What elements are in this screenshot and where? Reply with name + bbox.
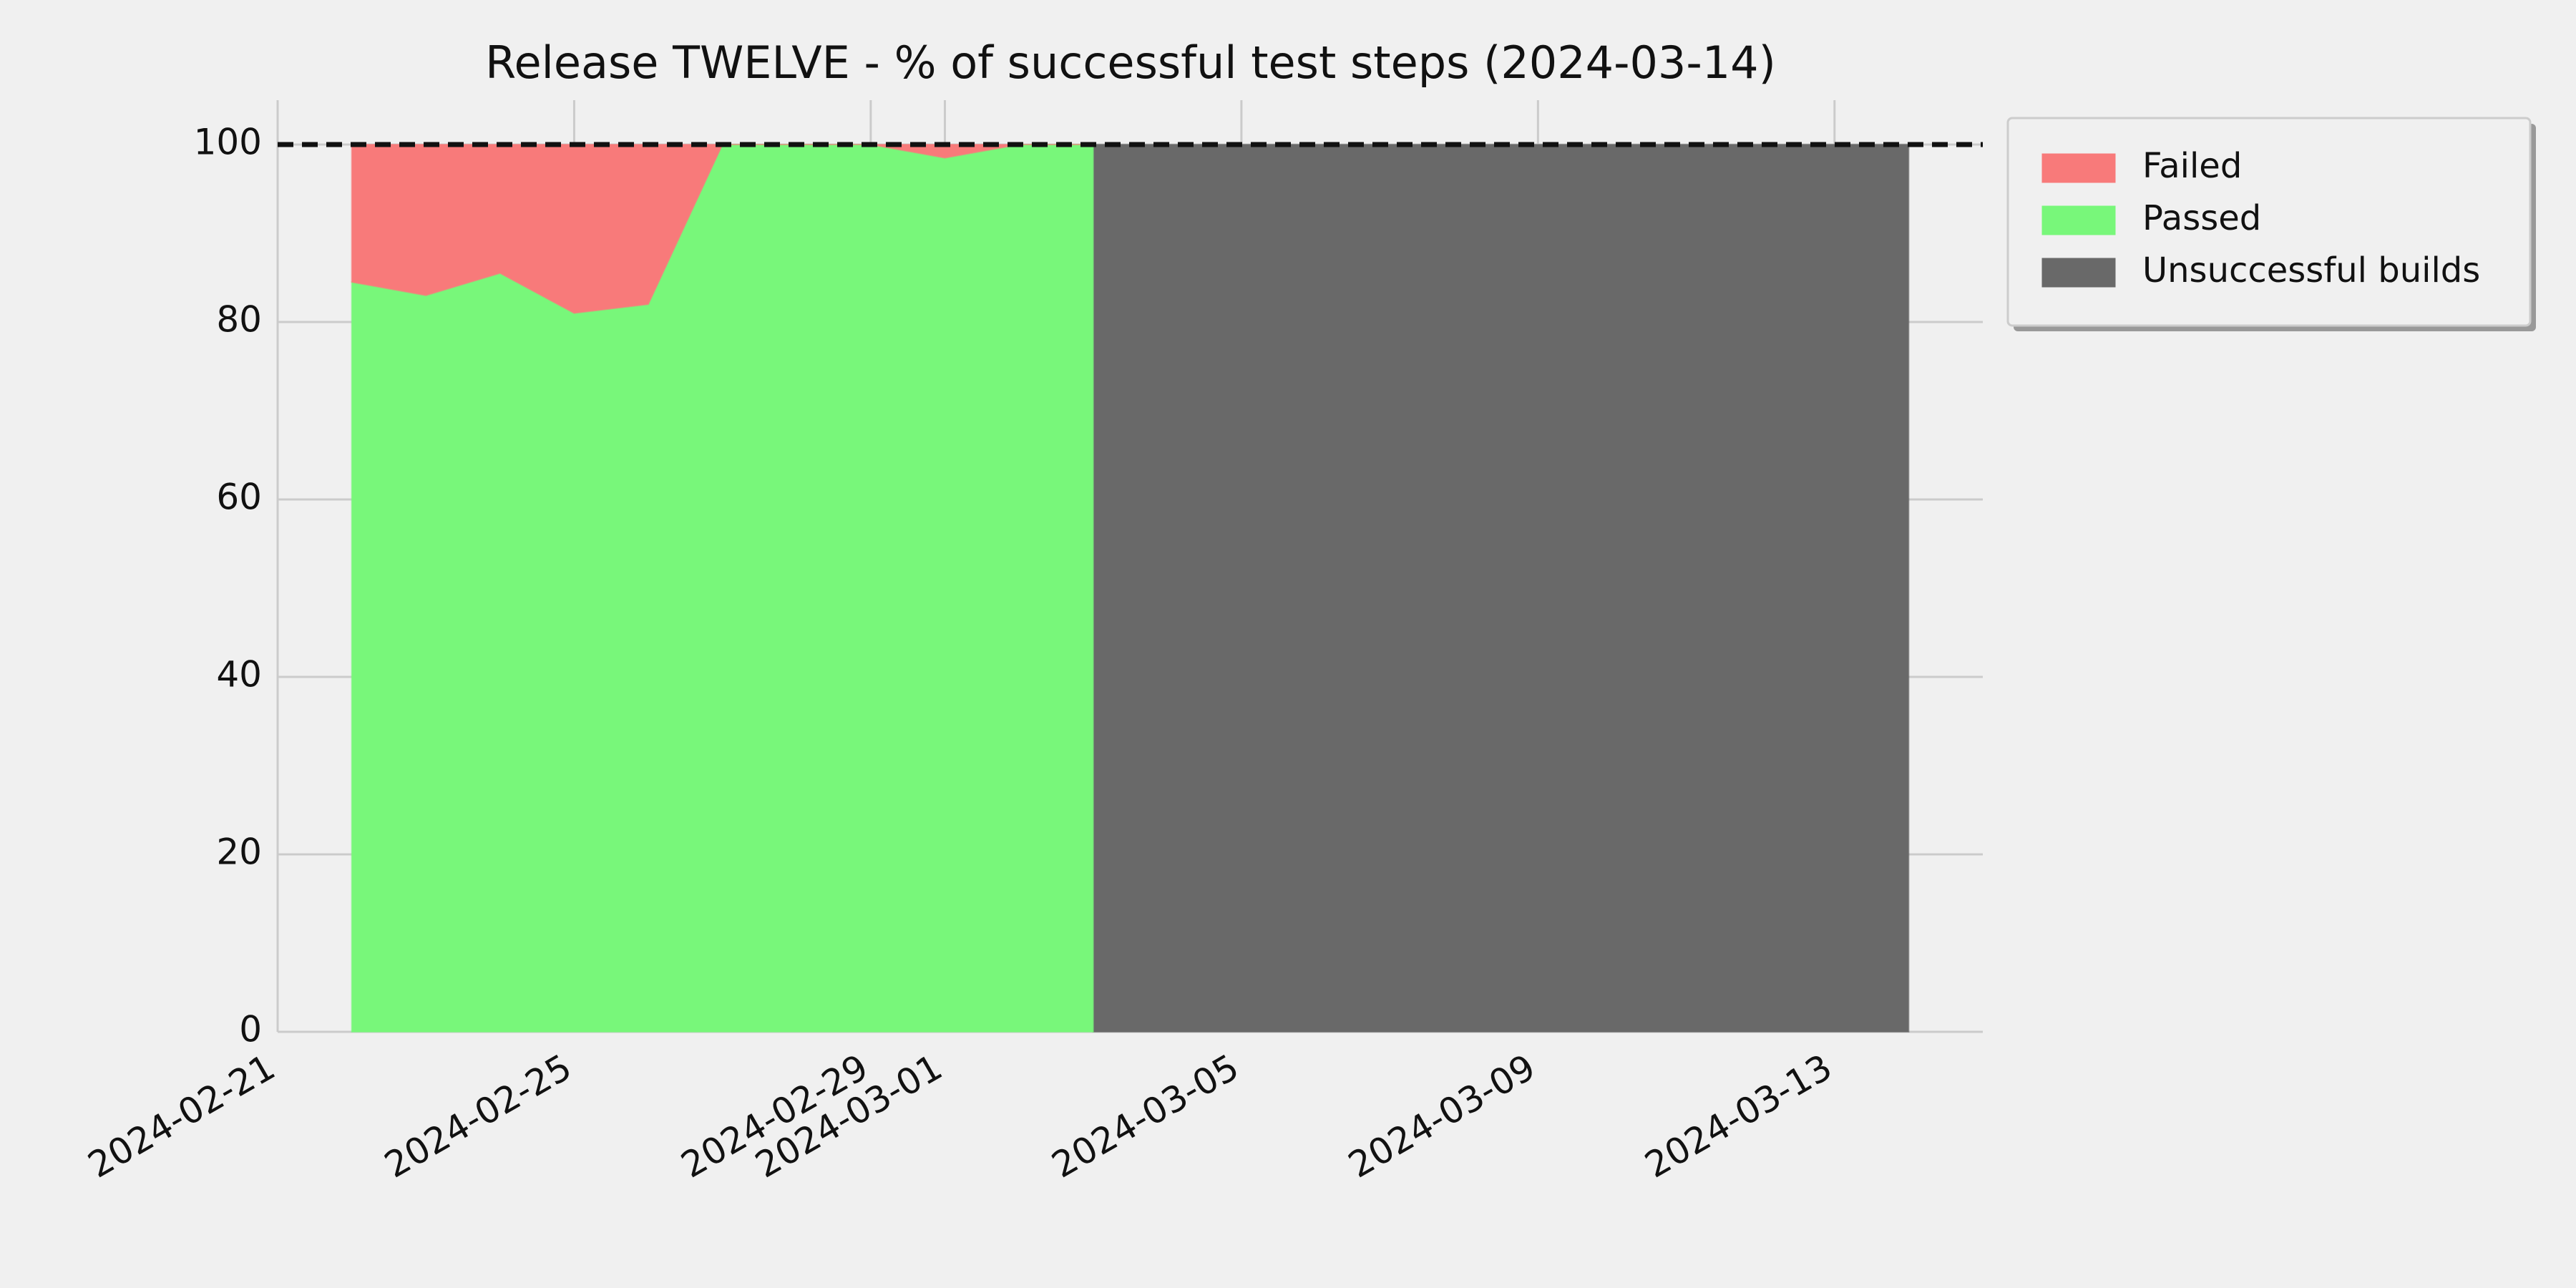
legend-label: Unsuccessful builds (2142, 250, 2480, 291)
y-tick-label: 80 (216, 299, 262, 341)
legend-swatch (2041, 153, 2116, 183)
legend-label: Passed (2142, 198, 2261, 238)
legend-label: Failed (2142, 146, 2242, 186)
y-tick-label: 20 (216, 831, 262, 873)
area (351, 144, 1093, 314)
y-tick-label: 100 (194, 122, 262, 163)
legend-frame (2006, 117, 2532, 327)
y-tick-label: 0 (239, 1009, 262, 1050)
chart-title: Release TWELVE - % of successful test st… (485, 36, 1776, 89)
area (1092, 144, 1910, 1033)
legend-swatch (2041, 258, 2116, 288)
y-tick-label: 60 (216, 477, 262, 518)
y-tick-label: 40 (216, 654, 262, 696)
legend-swatch (2041, 205, 2116, 235)
